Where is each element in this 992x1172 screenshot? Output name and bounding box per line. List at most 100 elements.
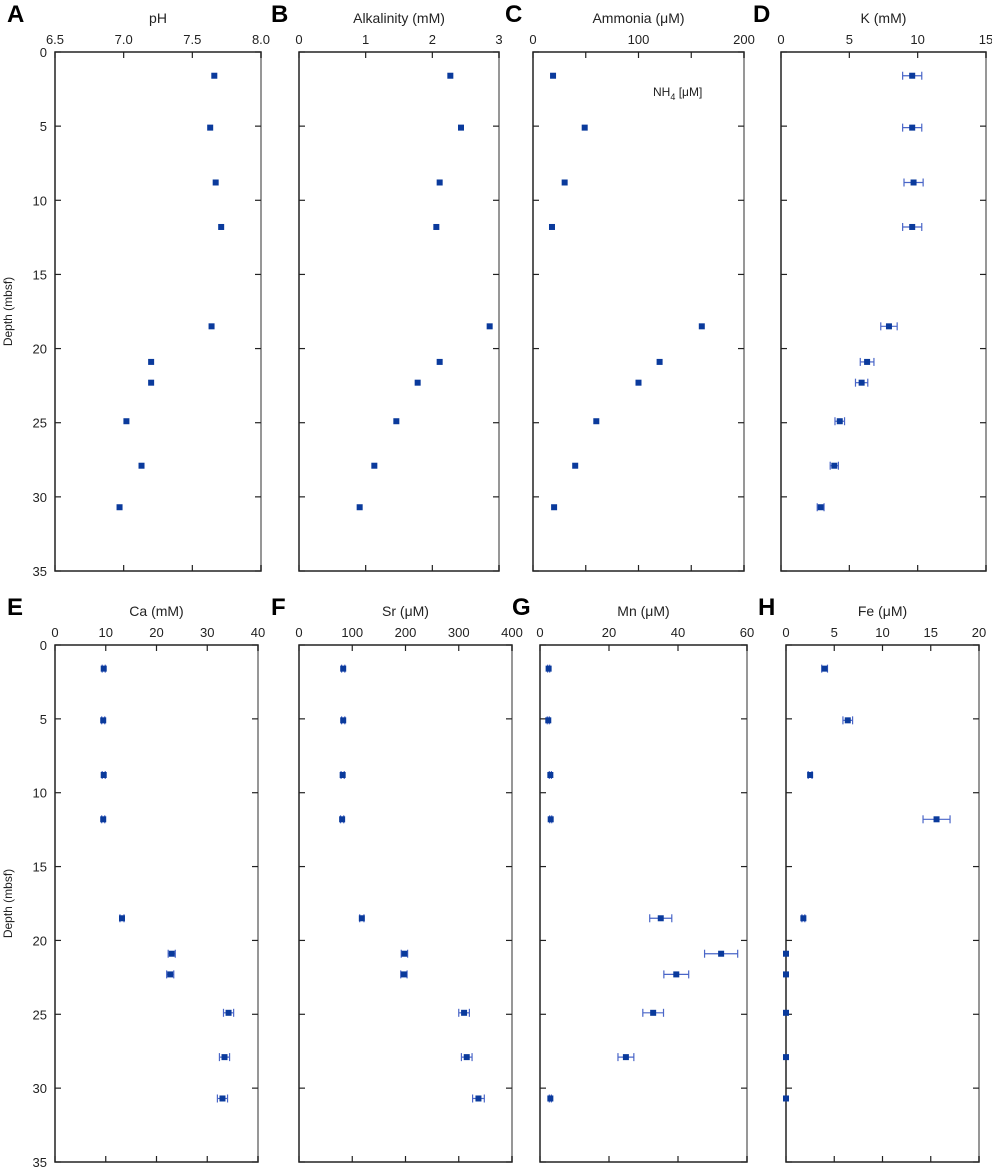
data-point xyxy=(817,504,824,511)
x-tick-label: 2 xyxy=(429,32,436,47)
data-point xyxy=(208,323,215,330)
data-point xyxy=(783,971,789,978)
x-tick-label: 7.0 xyxy=(115,32,133,47)
x-tick-label: 300 xyxy=(448,625,470,640)
plot-frame xyxy=(532,51,745,572)
y-tick-label: 0 xyxy=(40,45,47,60)
data-point xyxy=(100,665,107,672)
panel-letter: C xyxy=(505,1,522,28)
data-point xyxy=(821,665,828,672)
data-point xyxy=(447,72,454,79)
x-tick-label: 100 xyxy=(628,32,650,47)
data-point xyxy=(836,418,843,425)
x-tick-label: 100 xyxy=(341,625,363,640)
data-point xyxy=(910,179,917,186)
x-tick-label: 10 xyxy=(99,625,113,640)
plot-frame xyxy=(298,644,513,1163)
data-point xyxy=(831,462,838,469)
x-axis-title: Alkalinity (mM) xyxy=(353,10,445,26)
annotation-label: NH4 [μM] xyxy=(653,85,702,102)
data-point xyxy=(225,1009,232,1016)
panel-b: B Alkalinity (mM) 0 1 2 3 xyxy=(271,1,503,572)
panel-letter: D xyxy=(753,1,770,28)
x-tick-label: 20 xyxy=(602,625,616,640)
x-tick-label: 200 xyxy=(395,625,417,640)
y-tick-label: 10 xyxy=(33,193,47,208)
x-axis-title: Mn (μM) xyxy=(617,603,669,619)
data-point xyxy=(807,771,814,778)
x-tick-label: 6.5 xyxy=(46,32,64,47)
data-point xyxy=(138,462,145,469)
data-point xyxy=(783,1054,789,1061)
data-point xyxy=(673,971,680,978)
x-tick-label: 15 xyxy=(924,625,938,640)
data-point xyxy=(339,816,346,823)
panel-e: E Ca (mM) 0 10 20 30 40 0 5 10 15 20 25 30 35 Depth (mb… xyxy=(1,594,265,1170)
data-point xyxy=(635,379,642,386)
data-point xyxy=(547,771,554,778)
x-tick-label: 3 xyxy=(495,32,502,47)
x-tick-label: 30 xyxy=(200,625,214,640)
data-point xyxy=(593,418,600,425)
data-point xyxy=(433,223,440,230)
x-tick-label: 0 xyxy=(777,32,784,47)
data-point xyxy=(545,665,552,672)
data-point xyxy=(219,1095,226,1102)
x-tick-label: 0 xyxy=(536,625,543,640)
y-tick-label: 15 xyxy=(33,267,47,282)
data-point xyxy=(148,358,155,365)
x-tick-label: 1 xyxy=(362,32,369,47)
y-tick-label: 10 xyxy=(33,786,47,801)
data-point xyxy=(864,358,871,365)
x-tick-label: 20 xyxy=(149,625,163,640)
x-tick-label: 7.5 xyxy=(183,32,201,47)
x-tick-label: 10 xyxy=(910,32,924,47)
data-point xyxy=(783,1095,789,1102)
data-point xyxy=(909,124,916,131)
plot-frame xyxy=(54,51,262,572)
plot-frame xyxy=(298,51,500,572)
data-point xyxy=(148,379,155,386)
data-point xyxy=(933,816,940,823)
panel-letter: H xyxy=(758,594,775,621)
data-point xyxy=(783,950,789,957)
x-tick-label: 8.0 xyxy=(252,32,270,47)
data-point xyxy=(783,1009,789,1016)
x-tick-label: 5 xyxy=(846,32,853,47)
data-point xyxy=(167,971,174,978)
y-tick-label: 5 xyxy=(40,119,47,134)
data-point xyxy=(909,72,916,79)
panel-letter: E xyxy=(7,594,23,621)
data-point xyxy=(211,72,218,79)
y-tick-label: 30 xyxy=(33,1081,47,1096)
plot-frame xyxy=(54,644,259,1163)
data-point xyxy=(844,717,851,724)
data-point xyxy=(800,915,807,922)
data-point xyxy=(461,1009,468,1016)
x-tick-label: 0 xyxy=(295,32,302,47)
data-point xyxy=(218,223,225,230)
x-tick-label: 5 xyxy=(831,625,838,640)
data-point xyxy=(458,124,464,131)
data-point xyxy=(221,1054,228,1061)
x-axis-title: Ca (mM) xyxy=(129,603,183,619)
x-tick-label: 0 xyxy=(782,625,789,640)
data-point xyxy=(885,323,892,330)
x-tick-label: 200 xyxy=(733,32,755,47)
x-tick-label: 10 xyxy=(875,625,889,640)
data-point xyxy=(475,1095,482,1102)
y-tick-label: 35 xyxy=(33,1155,47,1170)
data-point xyxy=(463,1054,470,1061)
y-tick-label: 20 xyxy=(33,933,47,948)
panel-g: G Mn (μM) 0 20 40 60 xyxy=(512,594,754,1163)
data-point xyxy=(212,179,219,186)
data-point xyxy=(572,462,579,469)
y-tick-label: 20 xyxy=(33,342,47,357)
data-point xyxy=(486,323,493,330)
data-point xyxy=(100,717,107,724)
x-axis-title: pH xyxy=(149,10,167,26)
data-point xyxy=(340,665,347,672)
data-point xyxy=(356,504,363,511)
